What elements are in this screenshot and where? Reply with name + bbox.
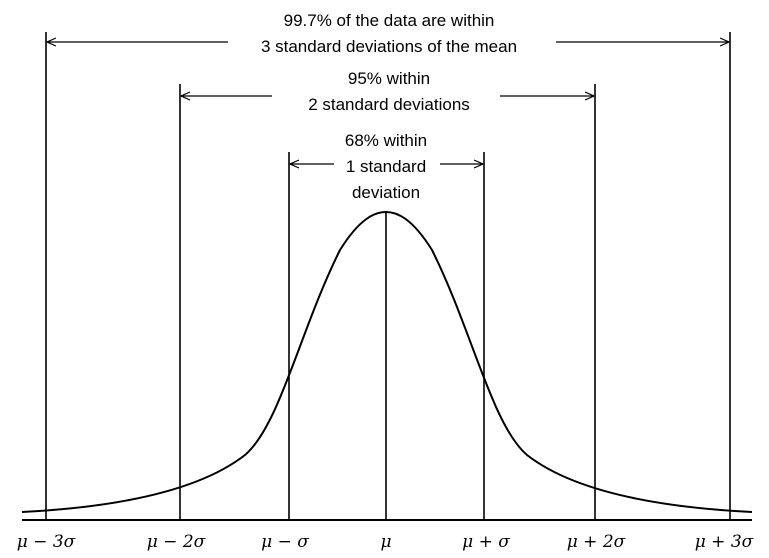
annotation-1sigma-line1: 68% within bbox=[345, 131, 427, 150]
annotation-2sigma-line1: 95% within bbox=[348, 69, 430, 88]
tick-label-minus2: μ − 2σ bbox=[147, 532, 206, 552]
annotation-3sigma-line1: 99.7% of the data are within bbox=[284, 11, 495, 30]
tick-label-minus1: μ − σ bbox=[261, 532, 309, 552]
tick-label-plus3: μ + 3σ bbox=[695, 532, 754, 552]
bell-curve bbox=[21, 210, 753, 513]
tick-label-mean: μ bbox=[380, 532, 391, 552]
annotation-3sigma-line2: 3 standard deviations of the mean bbox=[261, 37, 517, 56]
annotation-2sigma-line2: 2 standard deviations bbox=[308, 95, 470, 114]
annotation-1sigma-line2: 1 standard bbox=[346, 157, 426, 176]
annotation-1sigma-line3: deviation bbox=[352, 183, 420, 202]
tick-label-plus1: μ + σ bbox=[462, 532, 510, 552]
tick-label-plus2: μ + 2σ bbox=[567, 532, 626, 552]
tick-label-minus3: μ − 3σ bbox=[17, 532, 76, 552]
